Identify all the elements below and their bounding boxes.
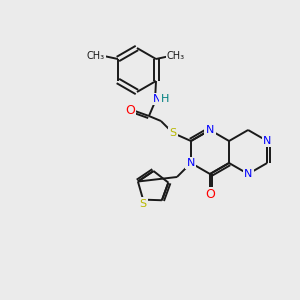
Text: O: O [125,103,135,116]
Text: N: N [206,125,214,135]
Text: N: N [263,136,271,146]
Text: CH₃: CH₃ [167,51,185,61]
Text: S: S [169,128,176,138]
Text: N: N [153,94,161,104]
Text: N: N [244,169,252,179]
Text: H: H [161,94,169,104]
Text: S: S [140,199,147,208]
Text: O: O [205,188,215,202]
Text: N: N [187,158,195,168]
Text: CH₃: CH₃ [87,51,105,61]
